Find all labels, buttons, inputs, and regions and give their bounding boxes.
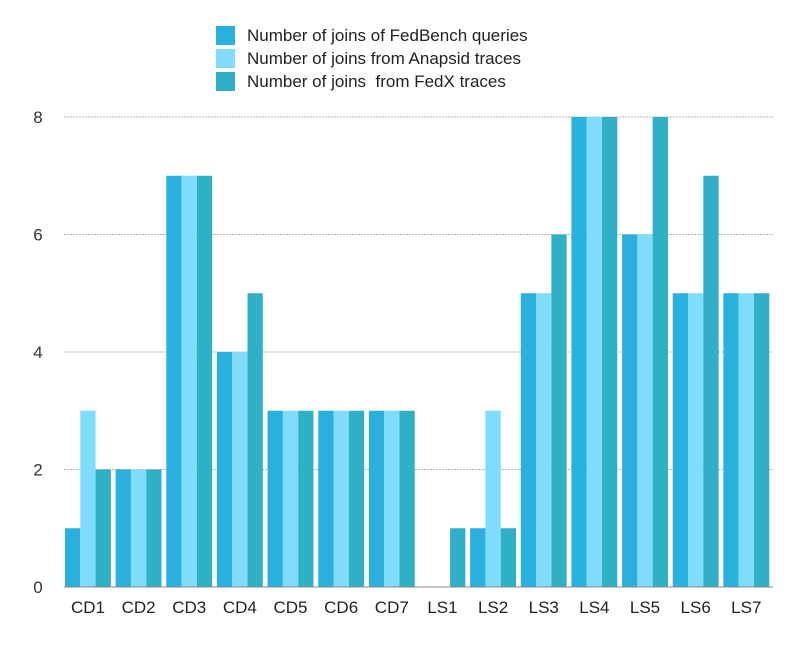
bar-ls6-series-1 [672,293,689,587]
y-tick-label: 6 [33,226,42,245]
bar-cd1-series-2 [80,410,96,587]
x-axis-ticks: CD1 CD2 CD3 CD4 CD5 CD6 CD7 LS1 LS2 LS3 LS4 LS5 LS6 L… [71,598,761,617]
x-tick-label: LS2 [478,598,508,617]
x-tick-label: CD6 [324,598,358,617]
bar-cd2-series-2 [130,469,147,587]
y-axis-ticks: 0 2 4 6 8 [33,108,42,597]
x-tick-label: LS1 [427,598,457,617]
bar-cd4-series-3 [247,293,263,587]
bar-cd4-series-2 [232,352,248,587]
bar-ls4-series-1 [571,117,587,587]
bar-cd5-series-1 [267,410,283,587]
bar-ls1-series-3 [450,528,466,587]
bar-cd6-series-3 [348,410,365,587]
bar-cd2-series-3 [146,469,162,587]
legend-label: Number of joins from FedX traces [247,72,506,91]
bar-cd3-series-2 [181,175,197,587]
legend-swatch [216,72,235,91]
bar-cd1-series-3 [95,469,111,587]
bars [65,117,770,587]
y-tick-label: 2 [33,461,42,480]
x-tick-label: LS6 [681,598,711,617]
bar-ls2-series-3 [500,528,517,587]
bar-cd6-series-2 [333,410,349,587]
x-tick-label: CD7 [375,598,409,617]
bar-cd6-series-1 [318,410,334,587]
bar-ls7-series-3 [753,293,770,587]
bar-cd3-series-3 [196,175,213,587]
bar-cd7-series-1 [368,410,385,587]
bar-cd5-series-2 [282,410,299,587]
legend: Number of joins of FedBench queries Numbe… [216,26,528,91]
bar-ls7-series-2 [738,293,754,587]
bar-cd7-series-3 [399,410,415,587]
bar-ls4-series-2 [586,117,603,587]
bar-cd2-series-1 [115,469,131,587]
bar-cd1-series-1 [65,528,81,587]
bar-ls3-series-3 [551,234,567,587]
legend-swatch [216,26,235,45]
bar-ls6-series-2 [688,293,704,587]
bar-ls3-series-2 [536,293,552,587]
y-tick-label: 4 [33,343,42,362]
bar-cd3-series-1 [166,175,182,587]
x-tick-label: CD3 [172,598,206,617]
bar-ls4-series-3 [602,117,618,587]
x-tick-label: LS3 [529,598,559,617]
x-tick-label: CD1 [71,598,105,617]
y-tick-label: 8 [33,108,42,127]
bar-ls5-series-3 [652,117,668,587]
bar-ls6-series-3 [703,175,719,587]
bar-cd4-series-1 [216,352,233,587]
bar-ls7-series-1 [723,293,739,587]
bar-cd7-series-2 [384,410,400,587]
x-tick-label: CD4 [223,598,257,617]
x-tick-label: LS5 [630,598,660,617]
x-tick-label: LS7 [731,598,761,617]
x-tick-label: LS4 [579,598,609,617]
bar-ls5-series-1 [622,234,638,587]
legend-label: Number of joins from Anapsid traces [247,49,521,68]
legend-swatch [216,49,235,68]
bar-ls3-series-1 [520,293,537,587]
x-tick-label: CD2 [122,598,156,617]
y-tick-label: 0 [33,578,42,597]
x-tick-label: CD5 [274,598,308,617]
bar-ls5-series-2 [637,234,653,587]
legend-label: Number of joins of FedBench queries [247,26,528,45]
bar-ls2-series-2 [485,410,501,587]
bar-cd5-series-3 [298,410,314,587]
bar-ls2-series-1 [470,528,486,587]
